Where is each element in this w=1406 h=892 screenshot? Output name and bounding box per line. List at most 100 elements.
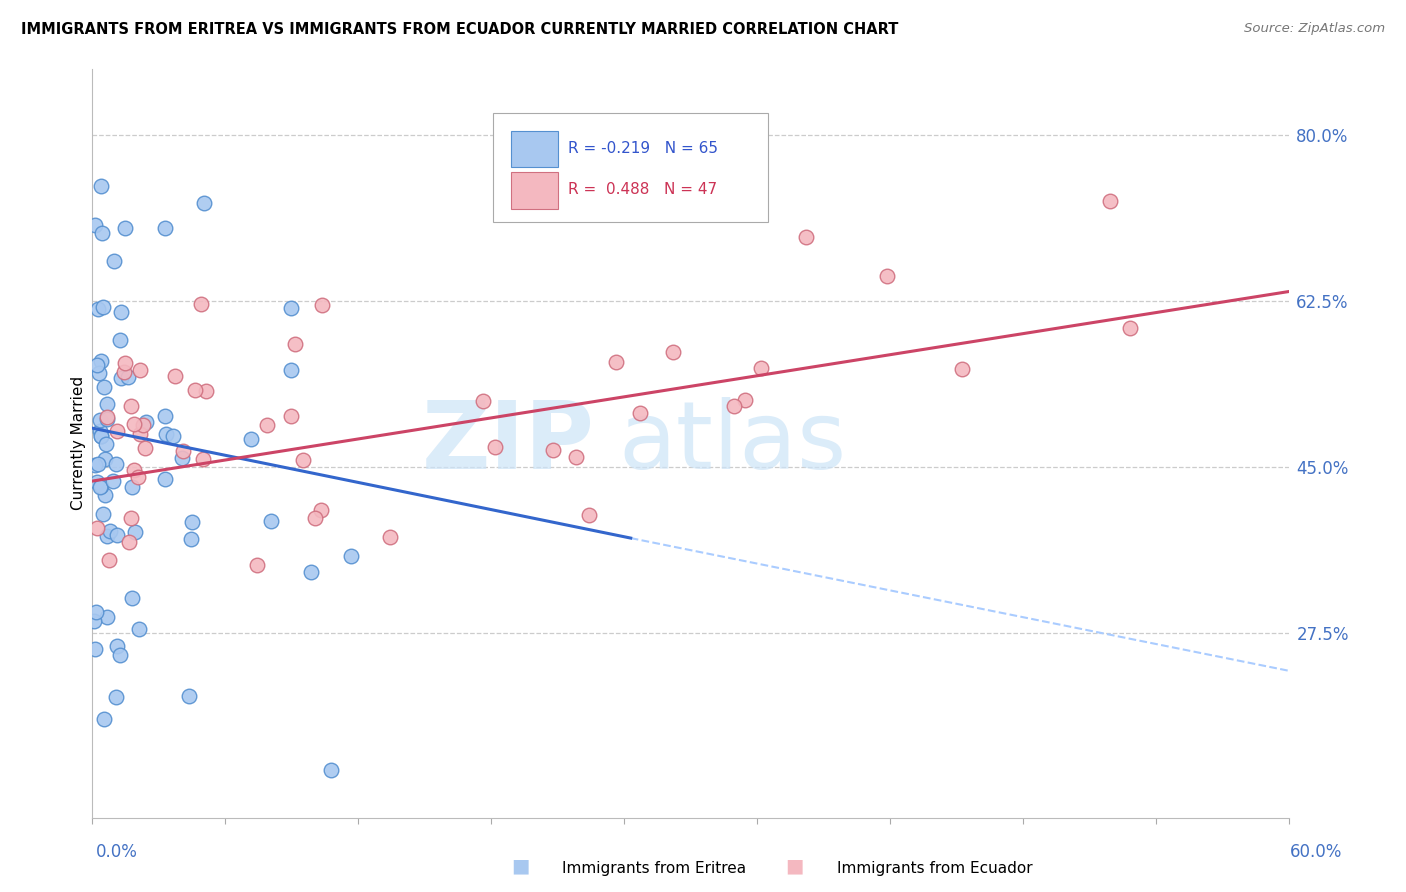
Point: [105, 425, 128, 439]
Point: [90, 428, 112, 442]
Point: [83, 218, 105, 232]
Point: [94, 451, 117, 466]
Point: [155, 220, 177, 235]
Point: [122, 463, 145, 477]
Text: ■: ■: [510, 857, 530, 876]
Text: ■: ■: [785, 857, 804, 876]
Point: [83, 458, 105, 472]
Point: [89, 413, 111, 427]
Text: Immigrants from Eritrea: Immigrants from Eritrea: [562, 861, 747, 876]
Point: [794, 230, 817, 244]
Point: [734, 393, 756, 408]
Point: [162, 428, 184, 442]
Point: [86, 521, 108, 535]
Point: [543, 442, 565, 457]
Text: Immigrants from Ecuador: Immigrants from Ecuador: [837, 861, 1032, 876]
Point: [83, 642, 105, 657]
Point: [564, 450, 586, 464]
Point: [91, 507, 114, 521]
Point: [86, 475, 108, 489]
FancyBboxPatch shape: [510, 131, 558, 168]
Point: [121, 480, 143, 494]
Point: [129, 426, 152, 441]
Point: [340, 549, 363, 563]
Text: ZIP: ZIP: [422, 397, 595, 489]
Point: [179, 689, 201, 703]
Point: [90, 478, 112, 492]
Point: [291, 452, 314, 467]
Point: [91, 226, 114, 240]
Point: [321, 763, 343, 777]
Point: [121, 511, 143, 525]
Text: IMMIGRANTS FROM ERITREA VS IMMIGRANTS FROM ECUADOR CURRENTLY MARRIED CORRELATION: IMMIGRANTS FROM ERITREA VS IMMIGRANTS FR…: [21, 22, 898, 37]
Point: [96, 397, 118, 411]
Point: [195, 384, 218, 399]
Point: [93, 712, 115, 726]
Text: R =  0.488   N = 47: R = 0.488 N = 47: [568, 183, 717, 197]
Text: atlas: atlas: [619, 397, 846, 489]
Point: [105, 639, 128, 653]
Point: [260, 514, 283, 528]
Point: [86, 301, 108, 316]
Point: [101, 475, 124, 489]
Point: [193, 451, 215, 466]
Point: [90, 178, 112, 193]
Point: [84, 605, 107, 619]
Point: [98, 553, 121, 567]
Point: [180, 532, 202, 546]
Text: R = -0.219   N = 65: R = -0.219 N = 65: [568, 141, 718, 156]
Point: [87, 457, 110, 471]
Point: [284, 336, 307, 351]
Point: [155, 427, 177, 442]
Point: [91, 300, 114, 314]
Point: [280, 409, 302, 423]
Point: [240, 432, 263, 446]
Point: [165, 369, 187, 384]
Point: [87, 366, 110, 380]
FancyBboxPatch shape: [510, 172, 558, 209]
Point: [108, 648, 131, 662]
Text: 0.0%: 0.0%: [96, 843, 138, 861]
Point: [628, 406, 651, 420]
Point: [83, 614, 105, 628]
Point: [105, 528, 128, 542]
Point: [96, 436, 118, 450]
Point: [246, 558, 269, 573]
Point: [93, 379, 115, 393]
Point: [108, 333, 131, 347]
Point: [132, 418, 155, 433]
Point: [378, 530, 401, 544]
Point: [180, 515, 202, 529]
Point: [1118, 320, 1140, 334]
Point: [662, 344, 685, 359]
Point: [134, 442, 156, 456]
Y-axis label: Currently Married: Currently Married: [72, 376, 86, 510]
Point: [876, 269, 898, 284]
FancyBboxPatch shape: [494, 113, 769, 222]
Point: [1098, 194, 1121, 209]
Point: [190, 297, 212, 311]
Point: [605, 355, 627, 369]
Point: [184, 383, 207, 397]
Point: [90, 428, 112, 442]
Point: [89, 480, 111, 494]
Point: [122, 417, 145, 431]
Point: [172, 443, 194, 458]
Point: [256, 417, 278, 432]
Point: [135, 415, 157, 429]
Point: [153, 409, 176, 423]
Point: [304, 511, 326, 525]
Point: [96, 529, 118, 543]
Point: [280, 301, 302, 315]
Point: [153, 472, 176, 486]
Point: [723, 399, 745, 413]
Point: [120, 399, 142, 413]
Point: [172, 451, 194, 466]
Point: [86, 359, 108, 373]
Point: [311, 298, 333, 312]
Point: [104, 457, 127, 471]
Point: [114, 221, 136, 235]
Point: [578, 508, 600, 523]
Text: Source: ZipAtlas.com: Source: ZipAtlas.com: [1244, 22, 1385, 36]
Point: [90, 354, 112, 368]
